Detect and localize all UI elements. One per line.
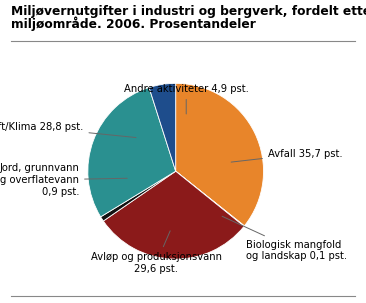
Wedge shape <box>176 171 244 226</box>
Wedge shape <box>101 171 176 221</box>
Wedge shape <box>149 83 176 171</box>
Wedge shape <box>176 83 264 226</box>
Text: Jord, grunnvann
og overflatevann
0,9 pst.: Jord, grunnvann og overflatevann 0,9 pst… <box>0 163 127 197</box>
Text: Avløp og produksjonsvann
29,6 pst.: Avløp og produksjonsvann 29,6 pst. <box>91 231 222 274</box>
Text: miljøområde. 2006. Prosentandeler: miljøområde. 2006. Prosentandeler <box>11 17 256 31</box>
Text: Biologisk mangfold
og landskap 0,1 pst.: Biologisk mangfold og landskap 0,1 pst. <box>222 216 347 261</box>
Wedge shape <box>103 171 244 259</box>
Text: Andre aktiviteter 4,9 pst.: Andre aktiviteter 4,9 pst. <box>124 84 249 114</box>
Text: Miljøvernutgifter i industri og bergverk, fordelt etter: Miljøvernutgifter i industri og bergverk… <box>11 5 366 18</box>
Text: Luft/Klima 28,8 pst.: Luft/Klima 28,8 pst. <box>0 122 136 138</box>
Text: Avfall 35,7 pst.: Avfall 35,7 pst. <box>231 149 343 162</box>
Wedge shape <box>88 88 176 217</box>
